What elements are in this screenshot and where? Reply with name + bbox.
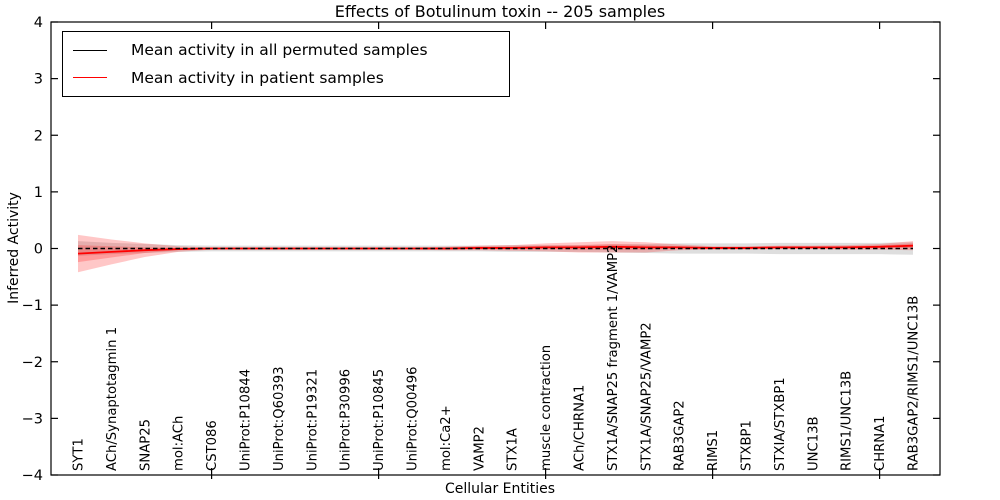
x-category-label: mol:Ca2+ xyxy=(439,405,454,471)
x-category-label: UniProt:P10845 xyxy=(372,369,387,471)
y-tick-label: −4 xyxy=(22,468,43,484)
x-category-label: STX1A xyxy=(506,428,521,471)
x-category-label: UniProt:Q00496 xyxy=(406,366,421,471)
chart-title: Effects of Botulinum toxin -- 205 sample… xyxy=(334,2,666,21)
x-category-label: SNAP25 xyxy=(138,419,153,471)
x-category-label: ACh/Synaptotagmin 1 xyxy=(105,327,120,471)
legend-item-permuted: Mean activity in all permuted samples xyxy=(63,41,509,59)
x-category-label: STXIA/STXBP1 xyxy=(773,377,788,471)
legend: Mean activity in all permuted samples Me… xyxy=(62,31,510,97)
legend-line-sample-red xyxy=(73,77,107,79)
x-category-label: RAB3GAP2 xyxy=(673,400,688,471)
legend-line-sample-black xyxy=(73,49,107,51)
y-axis-label: Inferred Activity xyxy=(6,192,22,304)
x-category-label: UNC13B xyxy=(806,416,821,471)
x-category-label: VAMP2 xyxy=(472,426,487,471)
y-tick-label: 0 xyxy=(34,242,43,258)
x-category-label: STXBP1 xyxy=(740,420,755,471)
y-tick-label: −3 xyxy=(22,411,43,427)
x-category-label: CST086 xyxy=(205,420,220,471)
y-tick-label: 1 xyxy=(34,185,43,201)
x-category-label: UniProt:P30996 xyxy=(339,369,354,471)
x-category-label: UniProt:P19321 xyxy=(305,369,320,471)
x-axis-label: Cellular Entities xyxy=(444,481,556,497)
y-tick-label: 3 xyxy=(34,72,43,88)
x-category-label: STX1A/SNAP25 fragment 1/VAMP2 xyxy=(606,245,621,471)
legend-label: Mean activity in patient samples xyxy=(131,68,384,87)
x-category-label: UniProt:P10844 xyxy=(239,369,254,471)
x-category-label: STX1A/SNAP25/VAMP2 xyxy=(639,322,654,471)
x-category-label: UniProt:Q60393 xyxy=(272,366,287,471)
x-category-label: RAB3GAP2/RIMS1/UNC13B xyxy=(907,296,922,471)
x-category-label: RIMS1/UNC13B xyxy=(840,371,855,471)
x-category-label: mol:ACh xyxy=(172,416,187,471)
y-tick-label: 4 xyxy=(34,15,43,31)
y-tick-label: −1 xyxy=(22,298,43,314)
y-tick-label: 2 xyxy=(34,128,43,144)
x-category-label: RIMS1 xyxy=(706,430,721,471)
x-category-label: CHRNA1 xyxy=(873,415,888,471)
y-tick-label: −2 xyxy=(22,355,43,371)
x-category-label: muscle contraction xyxy=(539,345,554,471)
legend-item-patient: Mean activity in patient samples xyxy=(63,69,509,87)
x-category-label: SYT1 xyxy=(72,438,87,471)
x-category-label: ACh/CHRNA1 xyxy=(573,385,588,471)
legend-label: Mean activity in all permuted samples xyxy=(131,41,428,60)
